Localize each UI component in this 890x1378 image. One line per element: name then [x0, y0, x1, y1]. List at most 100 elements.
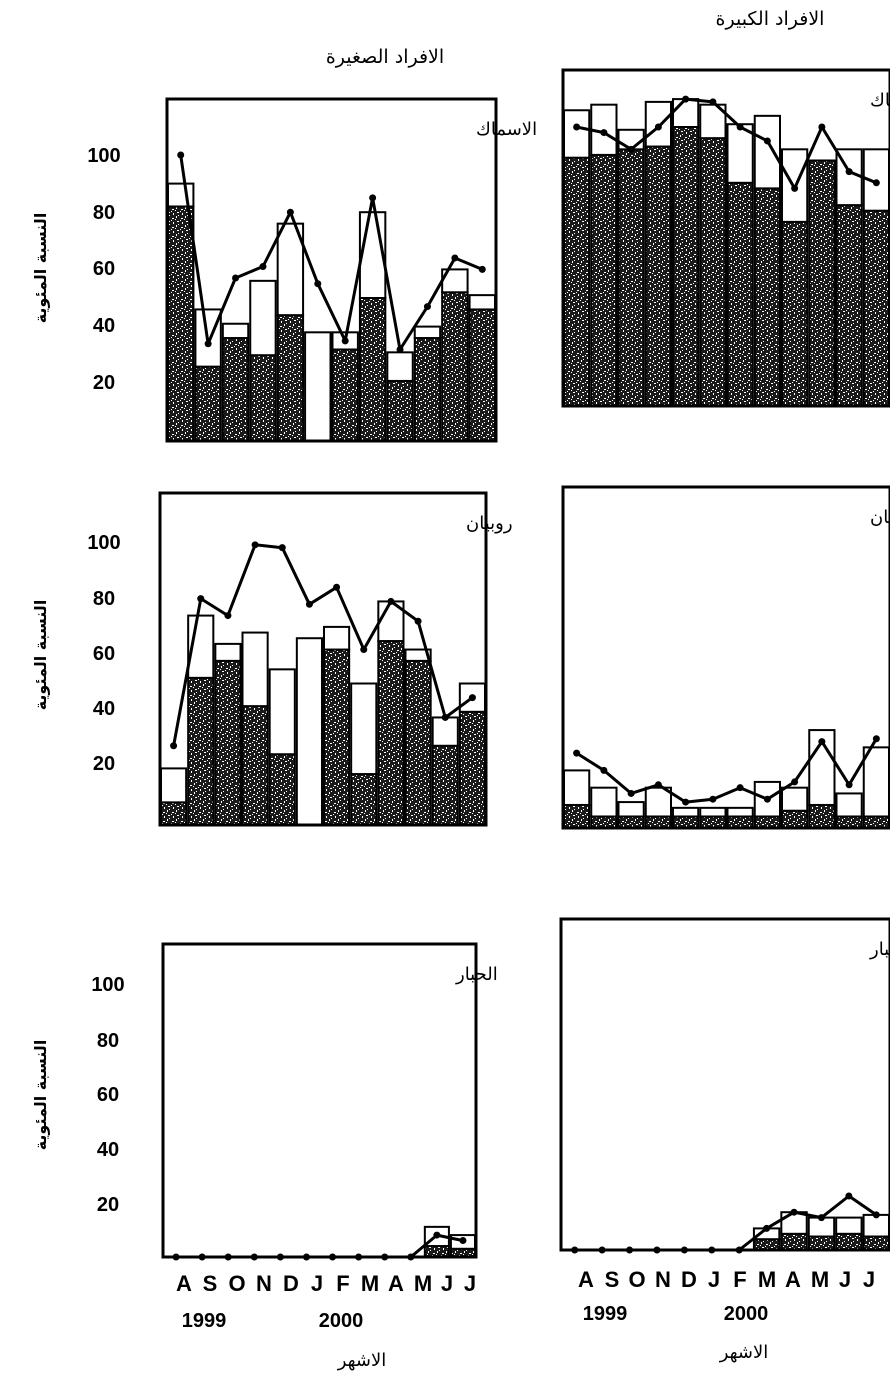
line-point — [818, 123, 826, 131]
year-label-large-1999: 1999 — [583, 1303, 628, 1325]
line-point — [654, 123, 662, 131]
bar-dark — [781, 809, 809, 829]
bar-dark — [699, 137, 727, 407]
bar-dark — [862, 815, 890, 829]
bar-light — [358, 211, 387, 299]
month-label: O — [628, 1267, 645, 1292]
year-label-small-2000: 2000 — [319, 1310, 364, 1332]
line-point — [600, 129, 608, 137]
bar-dark — [441, 291, 469, 442]
line-point — [468, 694, 476, 702]
bar-dark — [780, 1232, 808, 1252]
panel-small-shrimp: روبيان — [158, 491, 513, 827]
y-ticks-row2: 100 80 60 40 20 — [87, 532, 120, 775]
column-title-large: الافراد الكبيرة — [716, 8, 825, 30]
month-label: J — [863, 1267, 875, 1292]
line-point — [682, 798, 690, 806]
bar-dark — [458, 710, 487, 826]
panel-title: الاسماك — [476, 119, 537, 140]
bar-light — [644, 786, 672, 818]
bar-light — [617, 801, 645, 818]
line-point — [259, 263, 267, 271]
bar-dark — [835, 1232, 863, 1252]
y-axis-label-row3: النسبة المئوية — [31, 1040, 50, 1151]
y-tick-label: 100 — [91, 974, 124, 996]
line-point — [224, 612, 232, 620]
y-ticks-row3: 100 80 60 40 20 — [91, 974, 124, 1216]
y-tick-label: 80 — [93, 588, 115, 610]
line-point — [872, 735, 880, 743]
bar-dark — [726, 181, 754, 407]
x-axis-label-large: الاشهر — [719, 1342, 769, 1363]
line-point — [763, 137, 771, 145]
month-label: M — [414, 1271, 432, 1296]
bar-light — [835, 1216, 863, 1235]
line-point — [600, 766, 608, 774]
month-label: D — [283, 1271, 299, 1296]
bar-dark — [214, 659, 242, 826]
bar-dark — [835, 204, 863, 407]
bar-dark — [644, 815, 672, 829]
bar-dark — [221, 337, 250, 443]
month-label: A — [785, 1267, 801, 1292]
line-point — [305, 600, 313, 608]
bar-light — [350, 682, 378, 776]
bar-dark — [752, 1238, 781, 1251]
month-label: J — [311, 1271, 323, 1296]
bar-dark — [404, 659, 432, 826]
bar-light — [304, 331, 332, 443]
line-point — [414, 617, 422, 625]
bar-dark — [644, 145, 672, 407]
year-label-small-1999: 1999 — [182, 1310, 227, 1332]
bar-light — [726, 806, 754, 818]
bar-light — [413, 325, 442, 340]
line-point — [433, 1231, 441, 1239]
line-point — [845, 1192, 853, 1200]
bar-dark — [590, 815, 618, 829]
bar-dark — [350, 773, 378, 826]
panel-border — [158, 491, 488, 827]
line-point — [736, 123, 744, 131]
series-line — [576, 97, 877, 190]
bar-light — [590, 786, 618, 818]
y-tick-label: 40 — [93, 315, 115, 337]
y-tick-label: 60 — [97, 1084, 119, 1106]
line-point — [333, 583, 341, 591]
line-point — [423, 303, 431, 311]
line-point — [709, 98, 717, 106]
bar-dark — [276, 314, 305, 442]
line-point — [845, 781, 853, 789]
line-point — [286, 208, 294, 216]
bar-dark — [753, 187, 781, 407]
month-label: F — [733, 1267, 746, 1292]
line-point — [278, 544, 286, 552]
month-label: J — [708, 1267, 720, 1292]
bar-light — [386, 351, 414, 382]
line-point — [817, 1214, 825, 1222]
panel-frame — [161, 942, 478, 1259]
month-label: M — [758, 1267, 776, 1292]
line-point — [251, 541, 259, 549]
month-label: J — [839, 1267, 851, 1292]
line-point — [791, 778, 799, 786]
bar-dark — [808, 803, 836, 830]
month-label: S — [605, 1267, 620, 1292]
line-point — [573, 749, 581, 757]
series-line — [172, 543, 474, 747]
y-tick-label: 100 — [87, 532, 120, 554]
panel-border — [561, 68, 890, 408]
line-point — [872, 1211, 880, 1219]
bar-light — [167, 182, 195, 208]
bar-dark — [807, 1235, 836, 1251]
panel-border — [161, 942, 478, 1259]
bar-light — [672, 806, 700, 818]
panel-small-fish: الاسماك — [165, 97, 537, 443]
month-labels-large: A S O N D J F M A M J J — [578, 1267, 875, 1292]
y-ticks-row1: 100 80 60 40 20 — [87, 145, 120, 394]
line-point — [369, 194, 377, 202]
line-point — [627, 789, 635, 797]
bar-light — [468, 294, 497, 311]
y-tick-label: 80 — [93, 202, 115, 224]
panel-large-shrimp: روبيان — [561, 485, 890, 830]
bar-light — [644, 100, 672, 148]
